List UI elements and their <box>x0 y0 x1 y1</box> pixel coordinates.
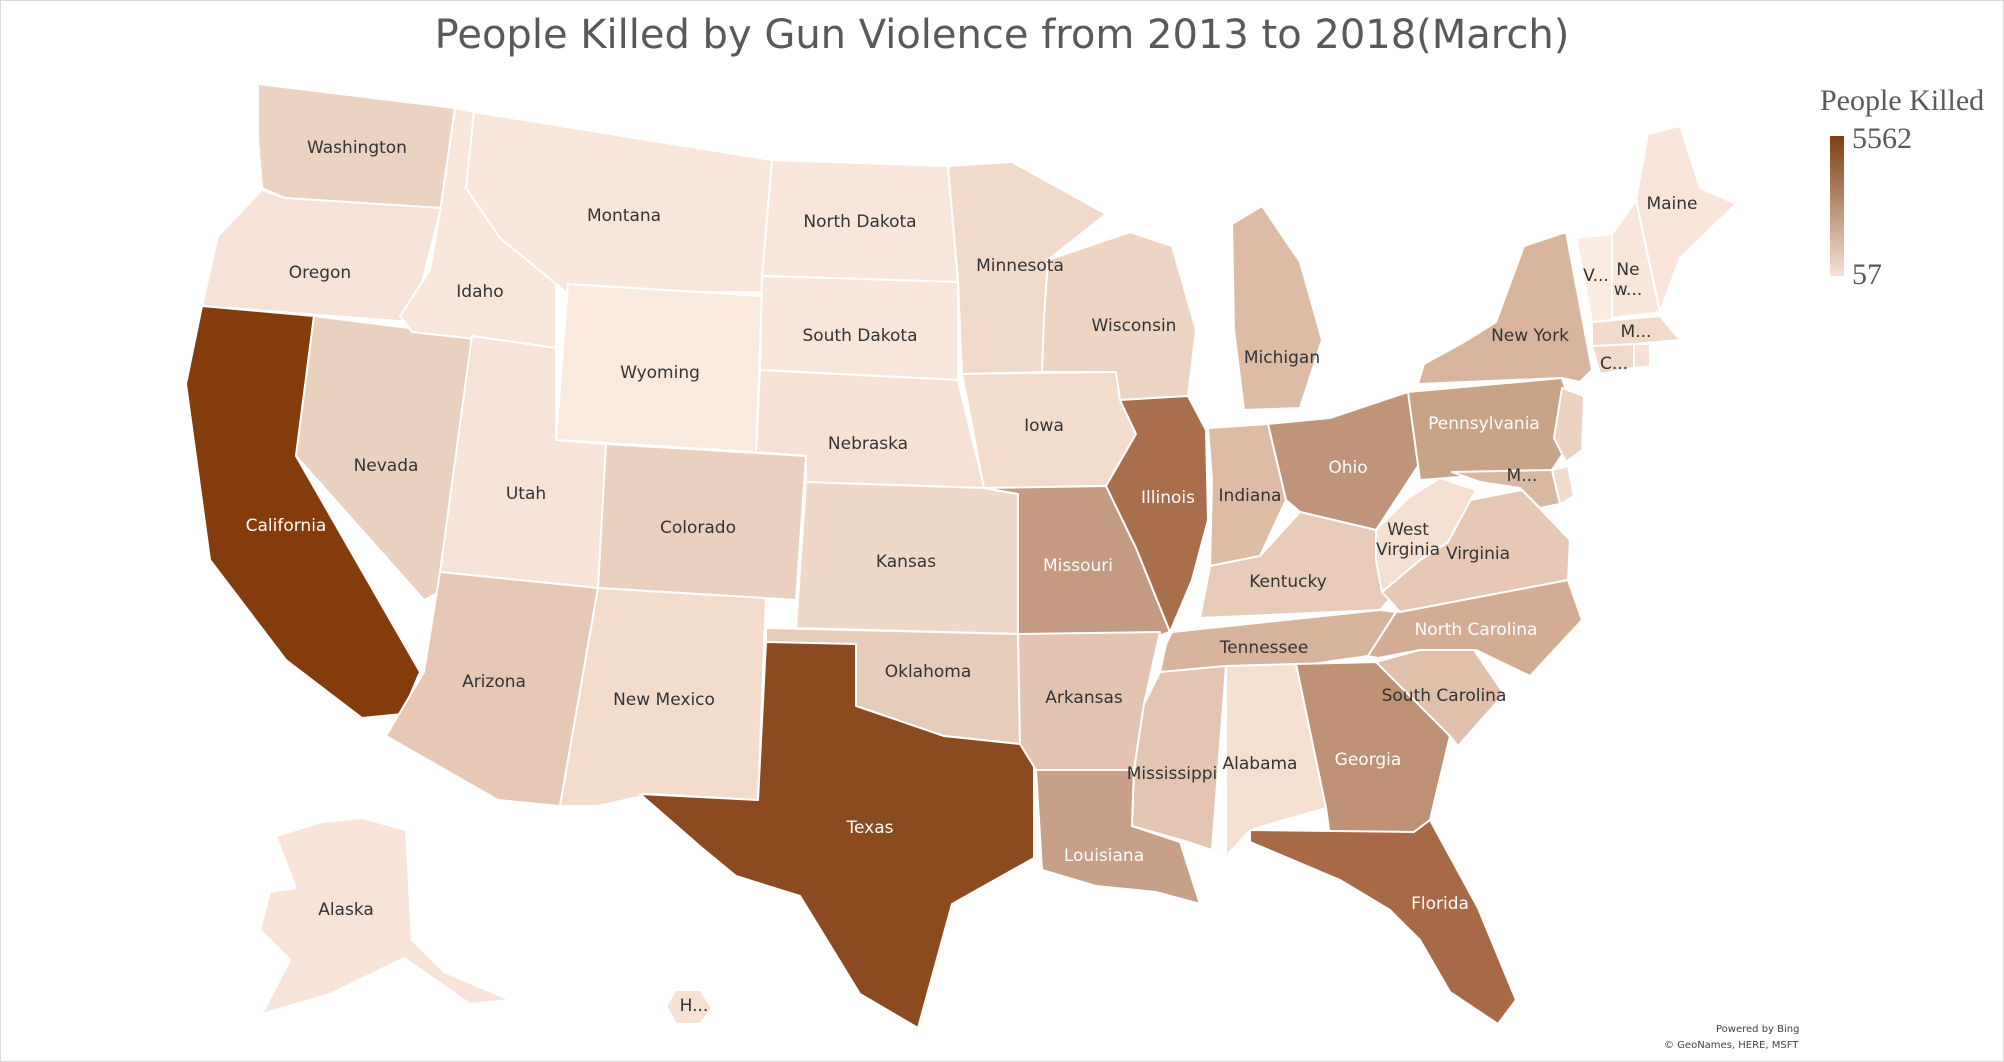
state-label-south-carolina: South Carolina <box>1382 686 1507 706</box>
state-label-arizona: Arizona <box>462 672 526 692</box>
state-label-north-dakota: North Dakota <box>803 212 916 232</box>
state-label-wyoming: Wyoming <box>620 363 700 383</box>
state-hawaii[interactable] <box>665 989 713 1025</box>
legend-max-value: 5562 <box>1852 122 1912 155</box>
state-label-ohio: Ohio <box>1328 458 1367 478</box>
state-massachusetts[interactable] <box>1591 315 1681 347</box>
state-texas[interactable] <box>639 641 1035 1029</box>
state-label-california: California <box>246 516 327 536</box>
state-label-wisconsin: Wisconsin <box>1092 316 1177 336</box>
state-label-kansas: Kansas <box>876 552 936 572</box>
state-label-louisiana: Louisiana <box>1064 846 1144 866</box>
state-delaware[interactable] <box>1551 465 1575 505</box>
state-label-maine: Maine <box>1646 194 1697 214</box>
state-label-connecticut: C... <box>1600 354 1628 374</box>
state-label-iowa: Iowa <box>1024 416 1064 436</box>
state-label-missouri: Missouri <box>1043 556 1113 576</box>
state-label-massachusetts: M... <box>1621 322 1652 342</box>
state-label-north-carolina: North Carolina <box>1415 620 1538 640</box>
state-label-washington: Washington <box>307 138 407 158</box>
state-west-virginia[interactable] <box>1375 477 1477 593</box>
state-label-texas: Texas <box>846 818 894 838</box>
state-label-vermont: V... <box>1583 266 1609 286</box>
map-title: People Killed by Gun Violence from 2013 … <box>434 12 1570 58</box>
state-ohio[interactable] <box>1267 391 1423 531</box>
state-label-hawaii: H... <box>680 996 709 1016</box>
state-north-carolina[interactable] <box>1367 579 1583 677</box>
state-new-york[interactable] <box>1417 231 1593 385</box>
state-label-nevada: Nevada <box>354 456 419 476</box>
legend-color-scale <box>1830 136 1844 276</box>
state-label-kentucky: Kentucky <box>1249 572 1327 592</box>
state-mississippi[interactable] <box>1131 665 1227 851</box>
state-label-minnesota: Minnesota <box>976 256 1064 276</box>
state-label-oklahoma: Oklahoma <box>885 662 972 682</box>
state-label-tennessee: Tennessee <box>1219 638 1309 658</box>
state-label-idaho: Idaho <box>456 282 503 302</box>
state-label-illinois: Illinois <box>1141 488 1195 508</box>
state-alaska[interactable] <box>259 817 511 1015</box>
state-label-south-dakota: South Dakota <box>802 326 917 346</box>
state-label-new-hampshire: Ne w... <box>1614 260 1643 300</box>
state-florida[interactable] <box>1249 819 1517 1025</box>
map-credit-bing: Powered by Bing <box>1716 1024 1800 1035</box>
legend-title: People Killed <box>1820 84 1985 117</box>
state-label-georgia: Georgia <box>1335 750 1402 770</box>
state-label-utah: Utah <box>506 484 546 504</box>
state-label-arkansas: Arkansas <box>1045 688 1123 708</box>
state-label-alaska: Alaska <box>318 900 374 920</box>
map-credit-sources: © GeoNames, HERE, MSFT <box>1664 1040 1799 1051</box>
state-label-nebraska: Nebraska <box>828 434 908 454</box>
state-label-florida: Florida <box>1411 894 1469 914</box>
state-new-jersey[interactable] <box>1553 387 1585 463</box>
state-label-mississippi: Mississippi <box>1127 764 1218 784</box>
state-label-maryland: M... <box>1507 466 1538 486</box>
state-tennessee[interactable] <box>1159 609 1397 673</box>
state-label-montana: Montana <box>587 206 661 226</box>
state-alabama[interactable] <box>1225 663 1327 857</box>
state-label-alabama: Alabama <box>1223 754 1298 774</box>
state-label-oregon: Oregon <box>289 263 351 283</box>
state-maine[interactable] <box>1635 125 1737 313</box>
state-label-colorado: Colorado <box>660 518 736 538</box>
state-label-pennsylvania: Pennsylvania <box>1428 414 1540 434</box>
state-label-virginia: Virginia <box>1446 544 1510 564</box>
state-label-indiana: Indiana <box>1219 486 1282 506</box>
state-oregon[interactable] <box>201 189 442 323</box>
state-colorado[interactable] <box>597 443 807 601</box>
state-label-new-york: New York <box>1491 326 1569 346</box>
state-michigan[interactable] <box>1231 205 1323 411</box>
state-label-new-mexico: New Mexico <box>613 690 715 710</box>
state-label-michigan: Michigan <box>1244 348 1320 368</box>
legend-min-value: 57 <box>1852 258 1882 291</box>
state-rhode-island[interactable] <box>1633 343 1651 369</box>
state-vermont[interactable] <box>1575 233 1613 323</box>
state-label-west-virginia: West Virginia <box>1376 520 1440 560</box>
state-illinois[interactable] <box>1105 395 1209 633</box>
